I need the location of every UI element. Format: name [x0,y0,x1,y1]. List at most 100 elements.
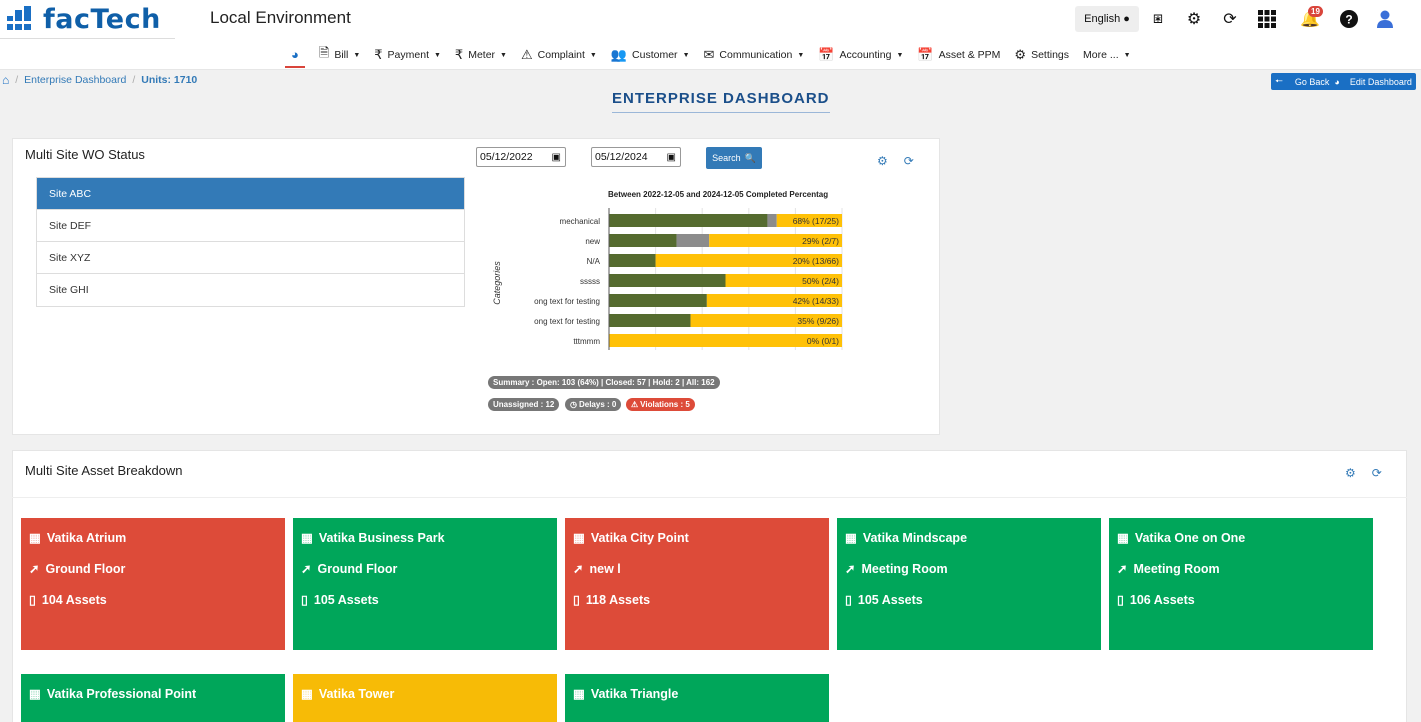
breadcrumb-dashboard[interactable]: Enterprise Dashboard [24,74,127,86]
delays-label: Delays : 0 [578,400,617,409]
asset-card[interactable]: ▦ Vatika Tower [293,674,557,722]
summary-badge: Summary : Open: 103 (64%) | Closed: 57 |… [488,376,720,389]
chart-data-label: 42% (14/33) [793,296,839,306]
asset-card[interactable]: ▦ Vatika Business Park ➚ Ground Floor ▯ 105… [293,518,557,650]
dashboard-icon: ◕ [291,46,299,62]
gear-icon[interactable]: ⚙ [1186,11,1202,28]
asset-card-name: Vatika City Point [590,530,689,545]
building-icon: ▦ [1117,531,1129,545]
ticket-icon[interactable]: ⧆ [1152,10,1164,27]
menu-payment[interactable]: ₹ Payment ▼ [374,47,441,62]
breadcrumb: ⌂ / Enterprise Dashboard / Units: 1710 [2,73,198,87]
gear-icon: ⚙ [1014,47,1027,62]
envelope-icon: ✉ [703,47,715,62]
chart-data-label: 68% (17/25) [793,216,839,226]
help-icon[interactable]: ? [1339,9,1359,29]
building-icon: ▦ [301,687,313,701]
asset-card-name: Vatika Business Park [318,530,445,545]
go-back-button[interactable]: 🠔 Go Back [1275,74,1329,90]
arrow-left-icon: 🠔 [1275,75,1283,86]
asset-card[interactable]: ▦ Vatika Professional Point [21,674,285,722]
asset-card-count: 105 Assets [313,592,379,607]
apps-grid-icon[interactable] [1257,9,1277,29]
chart-bar-segment [709,234,842,247]
menu-asset-ppm[interactable]: 📅 Asset & PPM [917,42,1000,68]
globe-icon: ● [1123,13,1130,25]
gear-icon[interactable]: ⚙ [1345,466,1356,480]
chart-bar-segment [690,314,842,327]
menu-complaint-label: Complaint [537,49,585,61]
search-button[interactable]: Search 🔍 [706,147,762,169]
menu-settings-label: Settings [1031,49,1070,61]
chart-data-label: 29% (2/7) [802,236,839,246]
site-item[interactable]: Site ABC [37,178,464,210]
completion-chart: Between 2022-12-05 and 2024-12-05 Comple… [492,190,843,350]
chart-bar-segment [676,234,710,247]
from-date-input[interactable]: 05/12/2022 ▣ [476,147,566,167]
menu-bill-label: Bill [334,49,349,61]
asset-icon: ▯ [845,593,852,607]
user-avatar-icon[interactable] [1375,9,1395,29]
main-menu: ◕ 🗎 Bill ▼ ₹ Payment ▼ ₹ Meter ▼ ⚠ Complain… [285,42,1145,68]
search-icon: 🔍 [744,152,756,163]
building-icon: ▦ [29,687,41,701]
language-label: English [1084,13,1121,25]
building-icon: ▦ [301,531,313,545]
asset-card-location: Ground Floor [45,561,126,576]
menu-more[interactable]: More ... ▼ [1083,49,1131,61]
menu-communication[interactable]: ✉ Communication ▼ [703,47,805,62]
site-item[interactable]: Site GHI [37,274,464,306]
violations-badge[interactable]: ⚠ Violations : 5 [626,398,695,411]
menu-customer[interactable]: 👥 Customer ▼ [610,47,690,62]
site-item[interactable]: Site XYZ [37,242,464,274]
menu-meter[interactable]: ₹ Meter ▼ [454,47,507,62]
to-date-input[interactable]: 05/12/2024 ▣ [591,147,681,167]
notification-badge: 19 [1308,6,1323,17]
refresh-icon[interactable]: ⟳ [1223,11,1237,28]
asset-card-name: Vatika Atrium [46,530,127,545]
asset-card[interactable]: ▦ Vatika Mindscape ➚ Meeting Room ▯ 105 Ass… [837,518,1101,650]
from-date-value: 05/12/2022 [480,151,533,163]
asset-card-name: Vatika Mindscape [862,530,968,545]
asset-card[interactable]: ▦ Vatika City Point ➚ new l ▯ 118 Assets [565,518,829,650]
asset-card[interactable]: ▦ Vatika One on One ➚ Meeting Room ▯ 106 As… [1109,518,1373,650]
chart-bar-segment [725,274,842,287]
asset-card-location: Meeting Room [1133,561,1220,576]
unassigned-badge[interactable]: Unassigned : 12 [488,398,560,411]
chart-bar-segment [609,334,842,347]
search-label: Search [712,153,741,163]
home-icon[interactable]: ⌂ [2,73,10,87]
go-back-label: Go Back [1294,76,1330,87]
location-arrow-icon: ➚ [301,562,312,576]
asset-card-name: Vatika Triangle [590,686,679,701]
menu-accounting[interactable]: 📅 Accounting ▼ [818,47,904,62]
asset-card[interactable]: ▦ Vatika Triangle [565,674,829,722]
asset-card-location: new l [589,561,621,576]
site-item[interactable]: Site DEF [37,210,464,242]
edit-dashboard-button[interactable]: ◕ Edit Dashboard [1334,77,1411,87]
menu-complaint[interactable]: ⚠ Complaint ▼ [520,47,597,62]
menu-settings[interactable]: ⚙ Settings [1014,42,1069,68]
calendar-icon: 📅 [818,47,835,62]
gear-icon[interactable]: ⚙ [877,154,888,168]
menu-bill[interactable]: 🗎 Bill ▼ [319,42,360,68]
header-actions: 🠔 Go Back ◕ Edit Dashboard [1271,73,1416,90]
asset-card[interactable]: ▦ Vatika Atrium ➚ Ground Floor ▯ 104 Assets [21,518,285,650]
menu-dashboard[interactable]: ◕ [285,42,305,68]
chart-bar-segment [609,214,768,227]
location-arrow-icon: ➚ [1117,562,1128,576]
chart-y-axis-label: Categories [492,261,502,305]
calendar-icon: ▣ [551,151,561,163]
delays-badge[interactable]: ◷ Delays : 0 [565,398,622,411]
logo[interactable]: facTech [7,4,161,35]
refresh-icon[interactable]: ⟳ [903,154,914,168]
refresh-icon[interactable]: ⟳ [1371,466,1382,480]
language-selector[interactable]: English ● [1075,6,1139,32]
chart-category-label: ong text for testing [534,317,600,326]
menu-asset-ppm-label: Asset & PPM [938,49,1001,61]
asset-icon: ▯ [301,593,308,607]
chart-bar-segment [609,294,707,307]
chart-category-label: sssss [580,277,600,286]
calendar-icon: ▣ [666,151,676,163]
chart-title: Between 2022-12-05 and 2024-12-05 Comple… [608,190,828,199]
